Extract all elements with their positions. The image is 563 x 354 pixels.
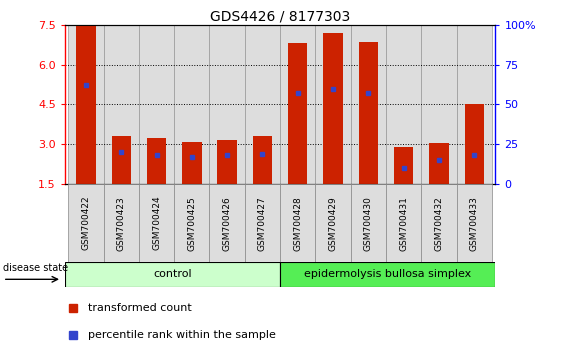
Bar	[209, 184, 245, 262]
Bar	[359, 42, 378, 184]
Bar	[174, 184, 209, 262]
Bar	[421, 184, 457, 262]
Text: control: control	[153, 269, 192, 279]
Bar	[111, 136, 131, 184]
Bar	[288, 43, 307, 184]
Bar	[315, 25, 351, 184]
Bar	[280, 184, 315, 262]
Bar	[68, 25, 104, 184]
Bar	[182, 142, 202, 184]
Bar	[315, 184, 351, 262]
Text: GSM700430: GSM700430	[364, 196, 373, 251]
Text: transformed count: transformed count	[88, 303, 192, 313]
Bar	[217, 140, 237, 184]
Bar	[245, 25, 280, 184]
Bar	[457, 184, 492, 262]
Bar	[457, 25, 492, 184]
Bar	[174, 25, 209, 184]
Text: GSM700423: GSM700423	[117, 196, 126, 251]
Bar	[351, 25, 386, 184]
Bar	[421, 25, 457, 184]
Bar	[323, 33, 343, 184]
Bar	[147, 138, 166, 184]
Bar	[280, 25, 315, 184]
Bar	[139, 184, 174, 262]
Bar	[245, 184, 280, 262]
Text: GSM700425: GSM700425	[187, 196, 196, 251]
Bar	[464, 104, 484, 184]
Bar	[351, 184, 386, 262]
Title: GDS4426 / 8177303: GDS4426 / 8177303	[210, 10, 350, 24]
Bar	[209, 25, 245, 184]
Text: GSM700428: GSM700428	[293, 196, 302, 251]
Text: GSM700427: GSM700427	[258, 196, 267, 251]
Bar	[429, 143, 449, 184]
Bar	[68, 184, 104, 262]
Text: GSM700433: GSM700433	[470, 196, 479, 251]
Bar	[386, 184, 421, 262]
Text: disease state: disease state	[3, 263, 68, 273]
Text: percentile rank within the sample: percentile rank within the sample	[88, 330, 276, 341]
Text: GSM700431: GSM700431	[399, 196, 408, 251]
Bar	[139, 25, 174, 184]
Bar	[65, 262, 280, 287]
Bar	[253, 136, 272, 184]
Text: GSM700424: GSM700424	[152, 196, 161, 250]
Text: GSM700429: GSM700429	[329, 196, 338, 251]
Bar	[280, 262, 495, 287]
Text: GSM700426: GSM700426	[222, 196, 231, 251]
Bar	[76, 25, 96, 184]
Bar	[394, 147, 413, 184]
Text: GSM700432: GSM700432	[435, 196, 444, 251]
Bar	[104, 184, 139, 262]
Bar	[386, 25, 421, 184]
Bar	[104, 25, 139, 184]
Text: GSM700422: GSM700422	[82, 196, 91, 250]
Text: epidermolysis bullosa simplex: epidermolysis bullosa simplex	[304, 269, 471, 279]
